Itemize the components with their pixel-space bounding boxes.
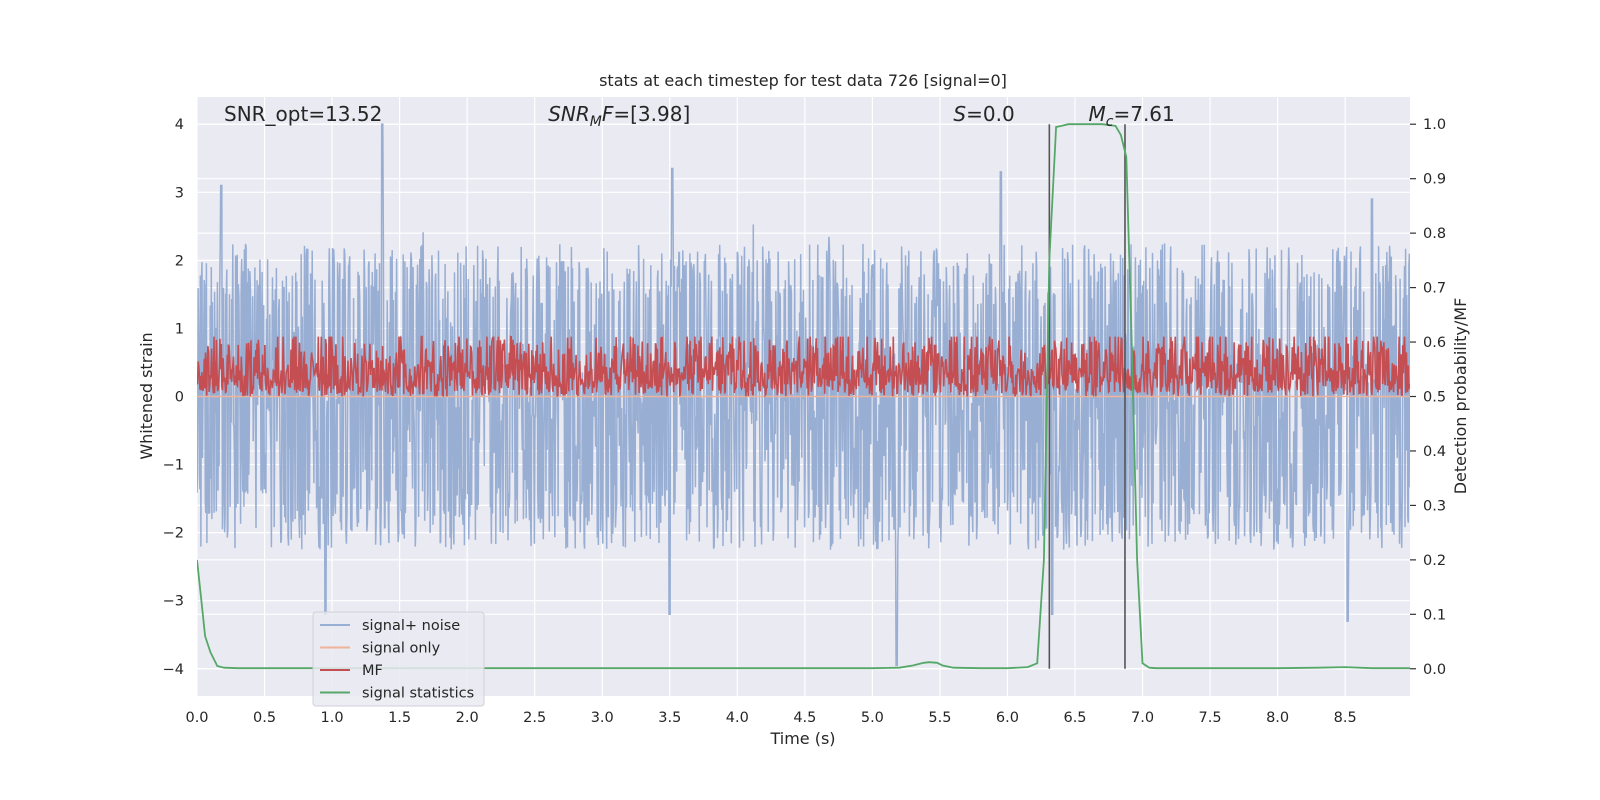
y-tick-label: −2	[163, 526, 184, 542]
y-tick-label: 1	[175, 321, 184, 337]
x-tick-label: 1.5	[388, 710, 411, 726]
annotation-part: SNR	[548, 102, 590, 126]
y-tick-label: 0	[175, 390, 184, 406]
x-tick-label: 2.5	[523, 710, 546, 726]
y-axis-label: Whitened strain	[137, 332, 156, 459]
annotation-part: =[3.98]	[613, 102, 690, 126]
y2-tick-label: 0.1	[1423, 607, 1446, 623]
y2-axis-label: Detection probability/MF	[1451, 298, 1470, 495]
y2-tick-label: 0.9	[1423, 172, 1446, 188]
chart-title: stats at each timestep for test data 726…	[599, 71, 1007, 90]
series-mf	[197, 335, 1410, 398]
y2-tick-label: 0.0	[1423, 662, 1446, 678]
y2-tick-label: 0.3	[1423, 498, 1446, 514]
x-tick-label: 5.0	[861, 710, 884, 726]
y2-tick-label: 1.0	[1423, 117, 1446, 133]
legend-label: MF	[362, 663, 383, 679]
annotation-mc: Mc=7.61	[1089, 102, 1175, 130]
x-tick-label: 7.5	[1199, 710, 1222, 726]
x-tick-label: 2.0	[456, 710, 479, 726]
legend-label: signal only	[362, 641, 441, 657]
annotation-s-stat: S=0.0	[953, 102, 1014, 126]
annotation-part: M	[1089, 102, 1106, 126]
series-signal-noise	[197, 123, 1410, 667]
annotation-part: =7.61	[1113, 102, 1174, 126]
annotation-snr-opt: SNR_opt=13.52	[224, 102, 382, 126]
legend-label: signal+ noise	[362, 618, 460, 634]
annotation-part: S	[953, 102, 966, 126]
y2-tick-label: 0.7	[1423, 281, 1446, 297]
plot-area	[197, 123, 1410, 670]
legend-label: signal statistics	[362, 686, 474, 702]
legend: signal+ noise signal only MF signal statist…	[312, 611, 485, 707]
series-signal-statistics	[197, 123, 1410, 670]
x-tick-label: 0.5	[253, 710, 276, 726]
y-tick-label: 3	[175, 185, 184, 201]
annotation-part: SNR_opt=13.52	[224, 102, 382, 126]
x-tick-label: 3.5	[658, 710, 681, 726]
x-tick-label: 0.0	[185, 710, 208, 726]
annotation-part: =0.0	[966, 102, 1015, 126]
legend-frame	[312, 611, 485, 707]
y-tick-label: 4	[175, 117, 184, 133]
x-axis-label: Time (s)	[769, 729, 835, 748]
annotation-part: F	[602, 102, 614, 126]
y2-tick-label: 0.6	[1423, 335, 1446, 351]
x-tick-label: 6.0	[996, 710, 1019, 726]
x-tick-label: 8.0	[1266, 710, 1289, 726]
x-tick-label: 3.0	[591, 710, 614, 726]
annotation-layer: SNR_opt=13.52 SNRMF=[3.98] S=0.0 Mc=7.61	[224, 102, 1175, 130]
tick-layer: 0.0 0.5 1.0 1.5 2.0 2.5 3.0 3.5 4.0 4.5 5.0 5.5 6.0 6…	[163, 117, 1446, 726]
x-tick-label: 7.0	[1131, 710, 1154, 726]
x-tick-label: 6.5	[1063, 710, 1086, 726]
annotation-part: M	[590, 114, 602, 130]
annotation-snr-mf: SNRMF=[3.98]	[548, 102, 690, 130]
y-tick-label: −1	[163, 458, 184, 474]
y2-tick-label: 0.5	[1423, 390, 1446, 406]
y2-tick-label: 0.2	[1423, 553, 1446, 569]
y-tick-label: 2	[175, 253, 184, 269]
y2-tick-label: 0.4	[1423, 444, 1446, 460]
x-tick-label: 4.5	[793, 710, 816, 726]
x-tick-label: 5.5	[928, 710, 951, 726]
x-tick-label: 4.0	[726, 710, 749, 726]
annotation-part: c	[1106, 114, 1114, 130]
y-tick-label: −4	[163, 662, 184, 678]
x-tick-label: 1.0	[321, 710, 344, 726]
y2-tick-label: 0.8	[1423, 226, 1446, 242]
y-tick-label: −3	[163, 594, 184, 610]
x-tick-label: 8.5	[1334, 710, 1357, 726]
